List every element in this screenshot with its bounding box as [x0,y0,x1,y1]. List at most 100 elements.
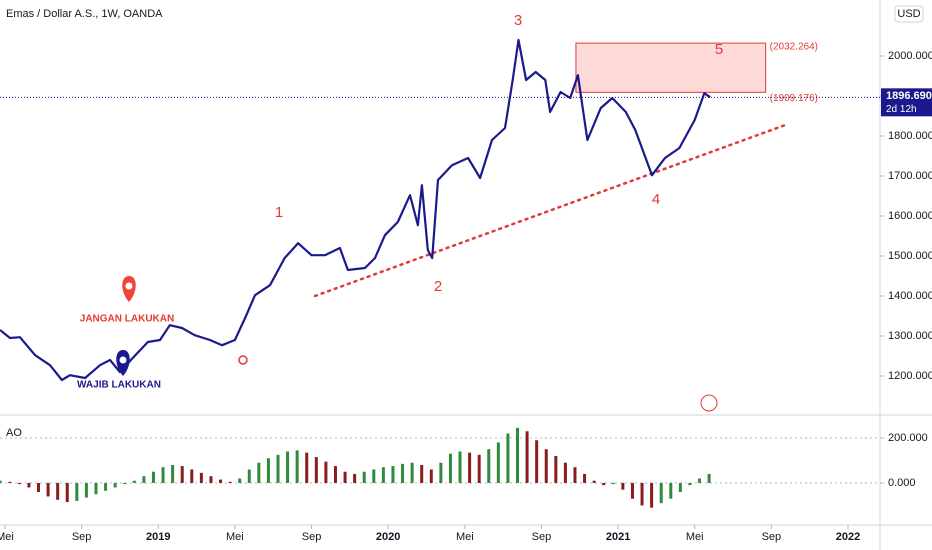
ao-bar [611,482,615,485]
ao-bar [353,473,357,483]
ao-bar [468,452,472,483]
ao-bar [305,452,309,483]
ao-bar [621,482,625,490]
ao-bar [448,453,452,483]
y-tick-label: 1500.000 [888,250,932,262]
ao-bar [362,471,366,483]
ao-bar [286,451,290,483]
ao-bar [592,480,596,483]
x-tick-label: Sep [532,531,552,543]
x-tick-label: Mei [226,531,244,543]
last-price-tag [881,88,932,117]
ao-bar [276,454,280,483]
x-tick-label: Sep [762,531,782,543]
ao-bar [707,473,711,483]
x-tick-label: Mei [456,531,474,543]
ao-bar [554,455,558,483]
y-tick-label: 200.000 [888,432,928,444]
ao-bar [487,449,491,483]
ao-bar [439,462,443,483]
pin-dot [125,282,133,290]
x-tick-label: Sep [302,531,322,543]
chart-title: Emas / Dollar A.S., 1W, OANDA [6,8,163,20]
ao-bar [65,482,69,503]
ao-bar [151,471,155,483]
y-tick-label: 1200.000 [888,370,932,382]
ao-bar [8,481,12,483]
ao-bar [506,433,510,483]
ao-bar [228,481,232,483]
y-tick-label: 1300.000 [888,330,932,342]
ao-bar [410,462,414,483]
ao-bar [17,482,21,485]
ao-bar [688,482,692,486]
ao-bar [209,476,213,483]
ao-bar [295,450,299,483]
ao-bar [266,458,270,483]
ao-bar [640,482,644,506]
x-tick-label: 2019 [146,531,170,543]
wave-label: 1 [275,204,283,221]
ao-bar [333,466,337,483]
countdown: 2d 12h [886,104,917,115]
ao-bar [659,482,663,504]
y-tick-label: 0.000 [888,477,916,489]
ao-bar [199,472,203,483]
ao-bar [573,467,577,483]
currency-box [894,5,924,23]
ao-bar [650,482,654,508]
note: WAJIB LAKUKAN [77,380,161,391]
ao-bar [190,469,194,483]
y-tick-label: 1600.000 [888,210,932,222]
ao-bar [132,480,136,483]
last-price-label: 1896.690 [886,90,932,102]
x-tick-label: Sep [72,531,92,543]
ao-bar [420,464,424,483]
wave-label: 5 [715,41,723,58]
ao-bar [37,482,41,492]
ao-bar [458,451,462,483]
wave-label: 3 [514,12,522,29]
ao-bar [219,479,223,483]
ao-bar [142,476,146,483]
ao-bar [602,482,606,486]
ao-bar [75,482,79,501]
y-tick-label: 1800.000 [888,130,932,142]
zone-label: (1909.176) [770,93,818,104]
ao-bar [525,431,529,483]
ao-bar [46,482,50,497]
ao-bar [630,482,634,499]
ao-bar [372,469,376,483]
x-tick-label: 2021 [606,531,630,543]
ao-bar [401,463,405,483]
ao-bar [104,482,108,491]
y-tick-label: 1400.000 [888,290,932,302]
pin-dot [119,356,127,364]
ao-bar [429,469,433,483]
indicator-title: AO [6,427,22,439]
trendline [313,123,787,298]
ao-bar [698,478,702,483]
x-tick-label: 2022 [836,531,860,543]
target-zone [575,42,767,93]
currency: USD [897,8,920,20]
ao-bar [94,482,98,495]
y-tick-label: 1700.000 [888,170,932,182]
ao-bar [496,442,500,483]
ao-bar [238,478,242,483]
ao-bar [161,467,165,483]
y-tick-label: 2000.000 [888,50,932,62]
ao-bar [391,466,395,483]
ao-bar [343,471,347,483]
event-icon [700,394,718,412]
ao-bar [171,464,175,483]
ao-bar [247,469,251,483]
ao-bar [381,467,385,483]
x-tick-label: Mei [0,531,14,543]
ao-bar [84,482,88,498]
note: JANGAN LAKUKAN [80,314,174,325]
x-tick-label: 2020 [376,531,400,543]
x-tick-label: Mei [686,531,704,543]
ao-bar [257,462,261,483]
